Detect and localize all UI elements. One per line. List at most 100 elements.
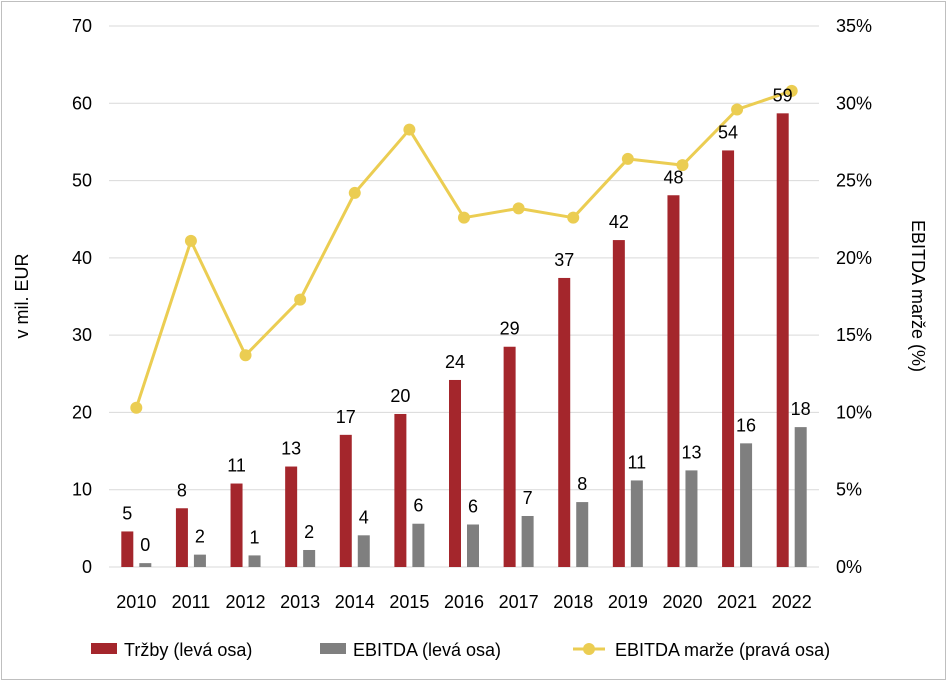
y-right-tick-label: 15% — [836, 325, 872, 345]
y-left-tick-label: 10 — [72, 480, 92, 500]
gridlines — [109, 25, 819, 568]
y-left-tick-label: 20 — [72, 402, 92, 422]
x-tick-label: 2010 — [116, 592, 156, 612]
margin-point — [130, 401, 143, 414]
x-tick-label: 2017 — [499, 592, 539, 612]
bar-sales — [121, 531, 134, 567]
bars — [121, 113, 807, 567]
bar-ebitda — [303, 549, 316, 567]
y-right-tick-label: 5% — [836, 480, 862, 500]
tick-labels: 0102030405060700%5%10%15%20%25%30%35%201… — [72, 16, 872, 612]
bar-ebitda — [248, 555, 261, 567]
data-label-sales: 29 — [500, 319, 520, 339]
bar-sales — [776, 113, 789, 567]
margin-point — [294, 293, 307, 306]
y-right-tick-label: 20% — [836, 248, 872, 268]
bar-sales — [230, 483, 243, 567]
x-tick-label: 2015 — [389, 592, 429, 612]
data-label-sales: 8 — [177, 480, 187, 500]
bar-sales — [394, 413, 407, 567]
y-left-tick-label: 30 — [72, 325, 92, 345]
data-label-sales: 17 — [336, 407, 356, 427]
data-label-sales: 13 — [281, 439, 301, 459]
y-right-tick-label: 30% — [836, 93, 872, 113]
data-labels: 5082111132174206246297378421148135416591… — [122, 85, 810, 555]
bar-ebitda — [467, 524, 479, 567]
y-right-tick-label: 10% — [836, 402, 872, 422]
margin-point — [184, 234, 197, 247]
margin-point — [676, 159, 689, 172]
data-label-ebitda: 11 — [628, 452, 647, 472]
x-tick-label: 2012 — [226, 592, 266, 612]
x-tick-label: 2020 — [662, 592, 702, 612]
data-label-ebitda: 1 — [250, 527, 260, 547]
y-right-tick-label: 25% — [836, 171, 872, 191]
data-label-ebitda: 7 — [523, 488, 533, 508]
bar-sales — [667, 195, 680, 567]
x-tick-label: 2022 — [772, 592, 812, 612]
bar-sales — [722, 150, 735, 567]
x-tick-label: 2014 — [335, 592, 375, 612]
data-label-ebitda: 2 — [304, 522, 314, 542]
legend-swatch-sales — [91, 643, 117, 654]
bar-ebitda — [139, 563, 152, 567]
y-right-tick-label: 35% — [836, 16, 872, 36]
y-left-tick-label: 0 — [82, 557, 92, 577]
y-left-tick-label: 50 — [72, 171, 92, 191]
bar-ebitda — [521, 515, 534, 567]
bar-sales — [339, 434, 352, 567]
legend-swatch-ebitda — [320, 643, 346, 654]
margin-point — [458, 211, 470, 224]
data-label-ebitda: 0 — [140, 535, 150, 555]
data-label-sales: 37 — [554, 250, 574, 270]
margin-line — [130, 84, 798, 414]
data-label-sales: 54 — [718, 122, 738, 142]
x-tick-label: 2018 — [553, 592, 593, 612]
data-label-ebitda: 4 — [359, 507, 369, 527]
data-label-ebitda: 2 — [195, 527, 205, 547]
data-label-sales: 11 — [227, 456, 246, 476]
data-label-ebitda: 13 — [681, 442, 701, 462]
legend-label-margin: EBITDA marže (pravá osa) — [615, 640, 830, 660]
data-label-sales: 20 — [390, 386, 410, 406]
bar-sales — [175, 508, 188, 567]
margin-point — [403, 123, 416, 136]
margin-point — [239, 349, 252, 362]
margin-point — [785, 84, 798, 97]
data-label-ebitda: 6 — [468, 496, 478, 516]
bar-ebitda — [794, 427, 807, 567]
bar-ebitda — [357, 535, 370, 567]
x-tick-label: 2013 — [280, 592, 320, 612]
legend-label-ebitda: EBITDA (levá osa) — [353, 640, 501, 660]
x-tick-label: 2011 — [172, 592, 211, 612]
margin-point — [567, 211, 580, 224]
data-label-sales: 48 — [663, 167, 683, 187]
legend: Tržby (levá osa) EBITDA (levá osa) EBITD… — [91, 640, 830, 660]
legend-marker-margin — [583, 643, 595, 655]
y-left-tick-label: 70 — [72, 16, 92, 36]
bar-sales — [503, 346, 516, 567]
x-tick-label: 2021 — [717, 592, 757, 612]
data-label-ebitda: 6 — [413, 496, 423, 516]
data-label-ebitda: 16 — [736, 415, 756, 435]
bar-sales — [449, 379, 461, 567]
data-label-ebitda: 8 — [577, 474, 587, 494]
data-label-sales: 42 — [609, 212, 629, 232]
y-axis-left-title: v mil. EUR — [12, 254, 32, 339]
data-label-sales: 59 — [773, 85, 793, 105]
bar-ebitda — [740, 443, 753, 567]
bar-sales — [612, 240, 625, 567]
y-right-tick-label: 0% — [836, 557, 862, 577]
bar-ebitda — [412, 523, 425, 567]
bar-ebitda — [576, 502, 589, 567]
margin-point — [348, 186, 361, 199]
bar-ebitda — [685, 470, 698, 567]
margin-point — [512, 202, 525, 215]
bar-sales — [558, 277, 571, 567]
legend-label-sales: Tržby (levá osa) — [124, 640, 252, 660]
bar-ebitda — [193, 554, 206, 567]
bar-sales — [285, 466, 298, 567]
bar-ebitda — [630, 480, 643, 567]
